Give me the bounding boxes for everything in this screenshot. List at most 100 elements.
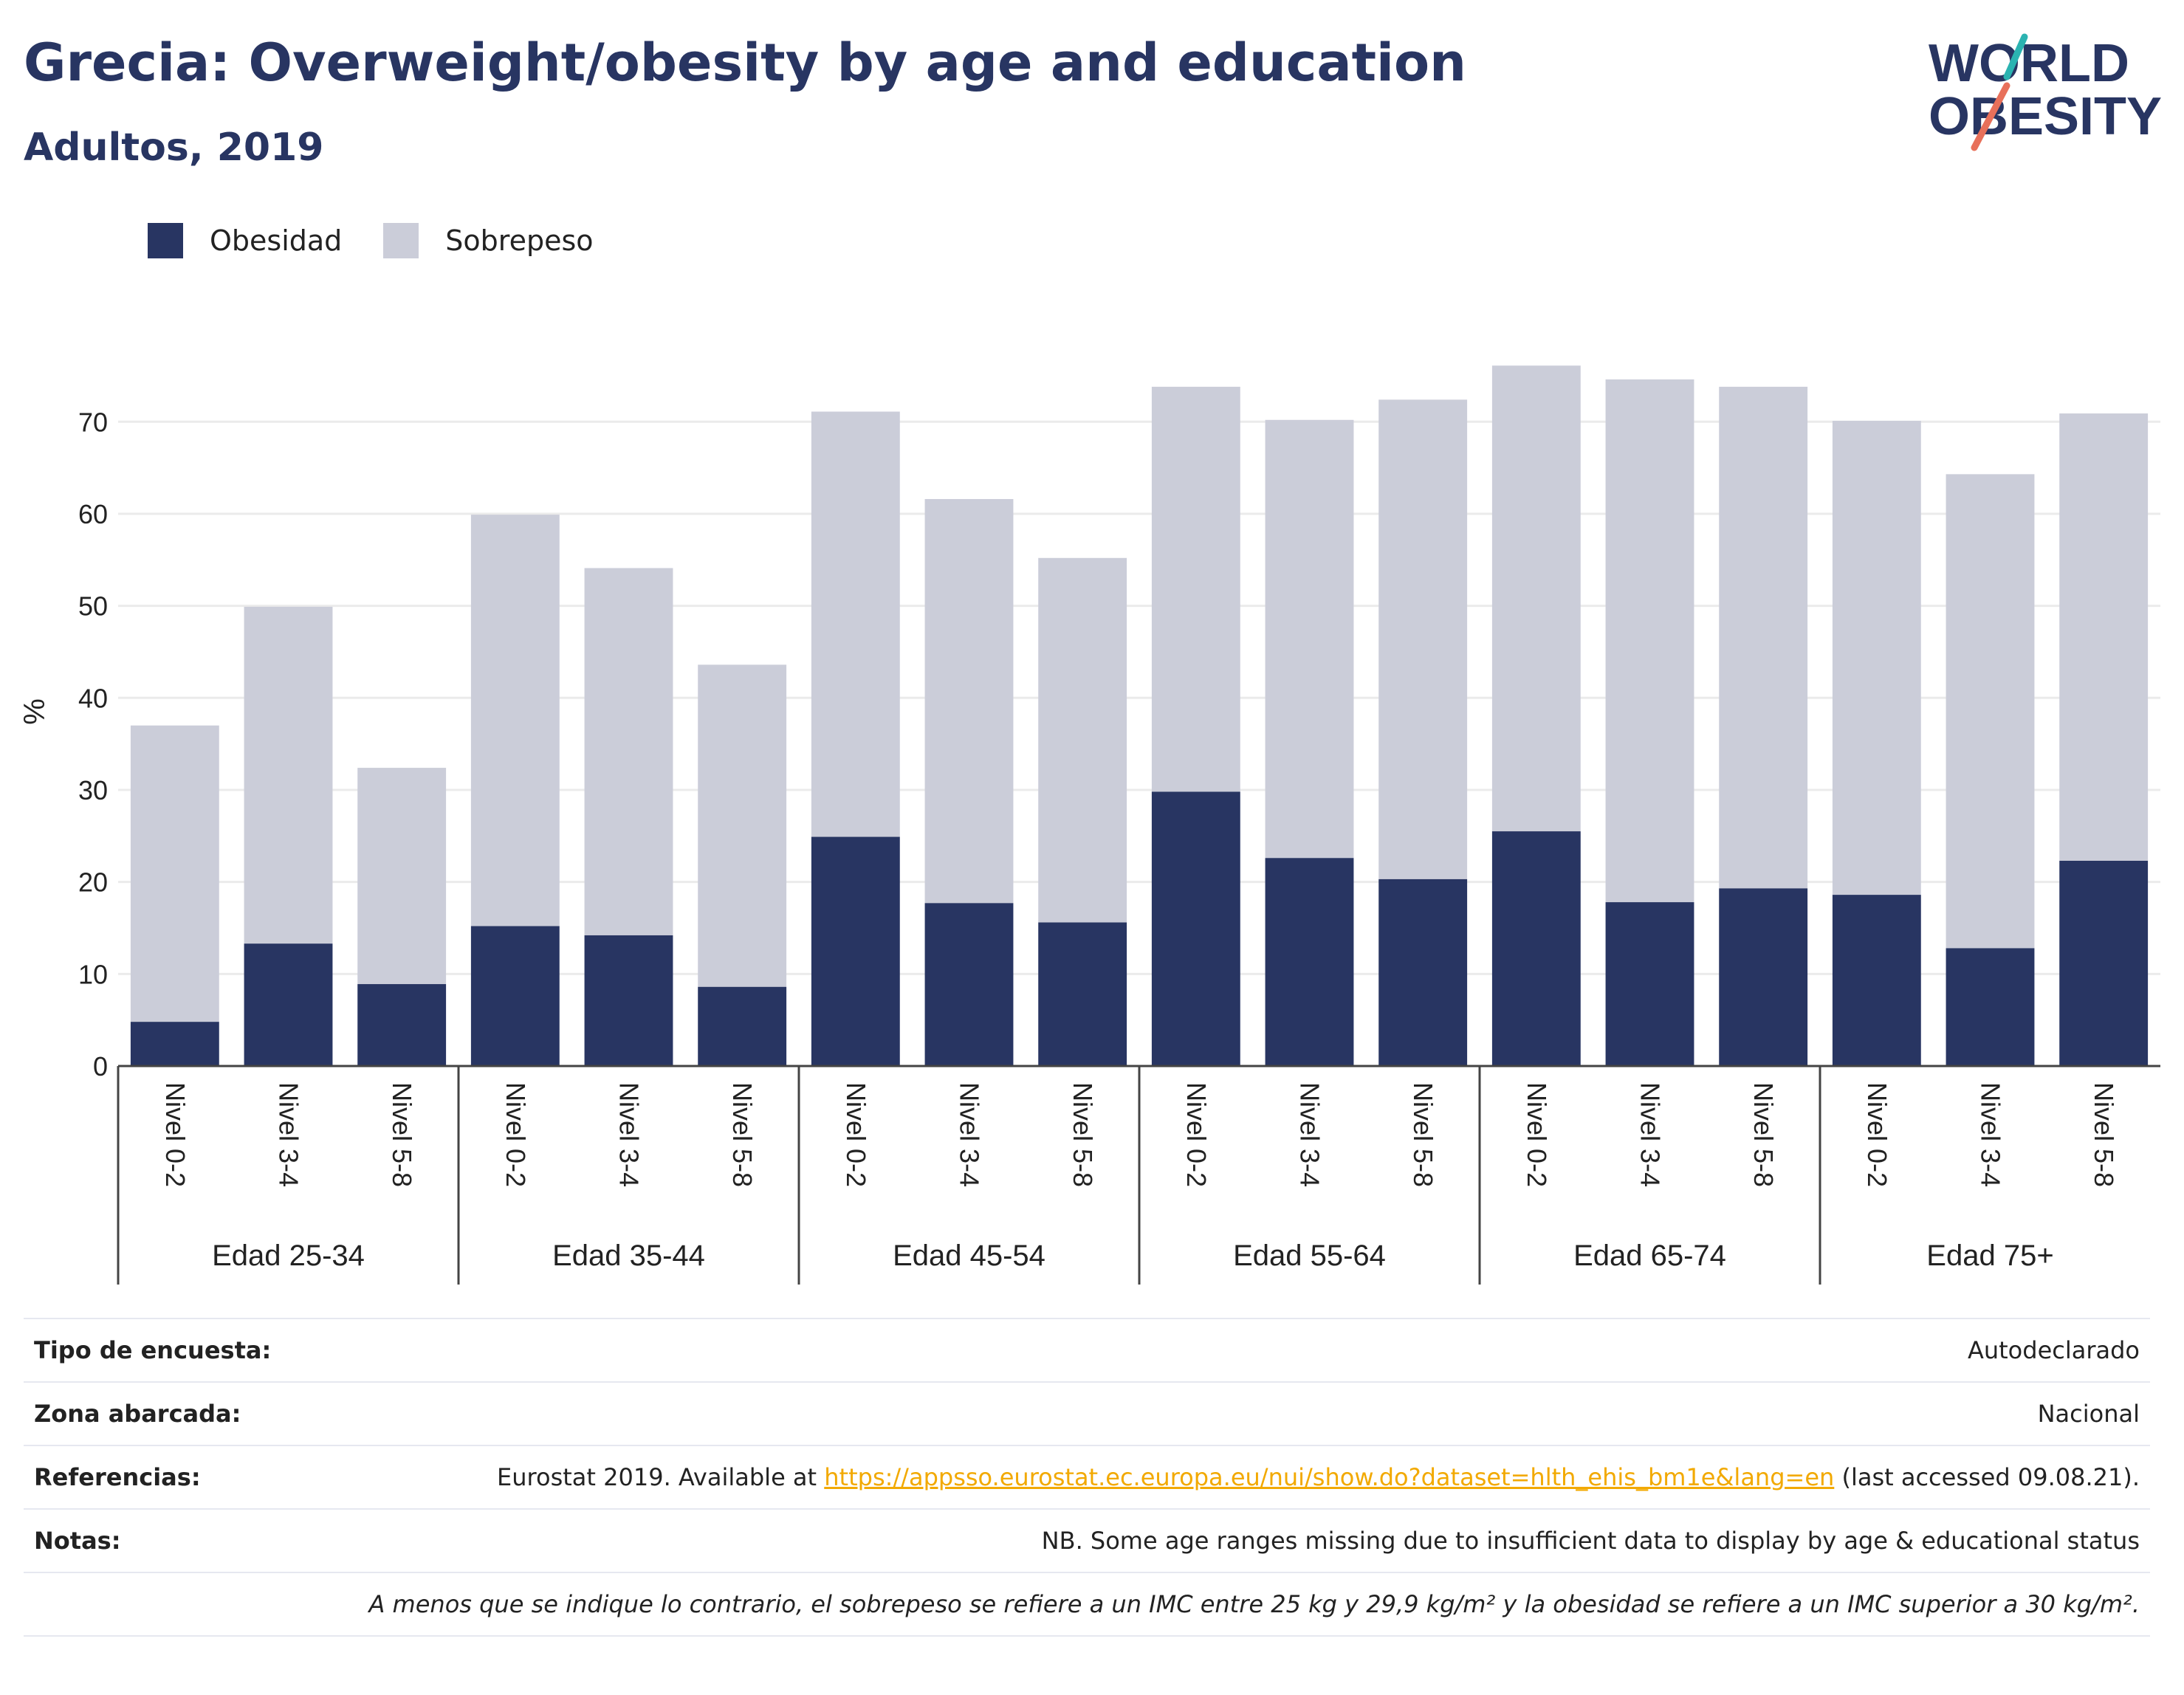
x-tick-label: Nivel 0-2 (1862, 1082, 1892, 1187)
x-tick-label: Nivel 3-4 (955, 1082, 985, 1187)
y-tick-label: 60 (78, 499, 108, 529)
bar-sobrepeso (1378, 399, 1468, 879)
bar-sobrepeso (470, 515, 560, 926)
x-group-label: Edad 75+ (1926, 1240, 2053, 1272)
x-tick-label: Nivel 5-8 (387, 1082, 417, 1187)
page-title: Grecia: Overweight/obesity by age and ed… (24, 32, 1466, 93)
bar-obesidad (130, 1022, 219, 1066)
x-tick-label: Nivel 0-2 (1181, 1082, 1212, 1187)
x-tick-label: Nivel 3-4 (1295, 1082, 1325, 1187)
bar-obesidad (924, 903, 1014, 1066)
stacked-bar-chart: 0 10 20 30 40 50 60 70% Nivel 0-2 Nivel 3-4 Nivel … (18, 365, 2160, 1285)
info-row-references: Referencias: Eurostat 2019. Available at… (24, 1445, 2150, 1509)
bar-sobrepeso (1265, 419, 1354, 859)
y-tick-label: 10 (78, 959, 108, 989)
x-tick-label: Nivel 5-8 (1068, 1082, 1098, 1187)
bar-obesidad (244, 943, 333, 1066)
x-group-label: Edad 45-54 (893, 1240, 1045, 1272)
bar-obesidad (357, 984, 447, 1066)
bar-obesidad (698, 986, 787, 1066)
bar-sobrepeso (1719, 386, 1808, 889)
info-key-coverage: Zona abarcada: (34, 1400, 241, 1428)
x-group-label: Edad 25-34 (212, 1240, 365, 1272)
x-tick-label: Nivel 5-8 (1748, 1082, 1779, 1187)
logo-word-obesity: OBESITY (1929, 87, 2162, 146)
logo-slash-top (2003, 33, 2028, 80)
bar-sobrepeso (698, 664, 787, 987)
bar-sobrepeso (130, 725, 219, 1022)
bar-sobrepeso (1038, 557, 1127, 923)
page-subtitle: Adultos, 2019 (24, 126, 324, 170)
x-tick-label: Nivel 3-4 (274, 1082, 304, 1187)
info-value-survey-type: Autodeclarado (1967, 1336, 2140, 1364)
bar-sobrepeso (1491, 365, 1581, 832)
bar-sobrepeso (924, 499, 1014, 904)
logo-slash-bottom (1971, 82, 2010, 151)
survey-info-table: Tipo de encuesta: Autodeclarado Zona aba… (24, 1318, 2150, 1637)
world-obesity-logo: WORLD OBESITY (1929, 33, 2162, 151)
bar-obesidad (1491, 831, 1581, 1066)
legend-swatch-obesidad (148, 223, 183, 258)
x-tick-label: Nivel 0-2 (1522, 1082, 1552, 1187)
bar-sobrepeso (357, 768, 447, 985)
bar-obesidad (1719, 888, 1808, 1066)
bar-sobrepeso (1946, 474, 2035, 949)
reference-link[interactable]: https://appsso.eurostat.ec.europa.eu/nui… (824, 1463, 1835, 1491)
info-row-survey-type: Tipo de encuesta: Autodeclarado (24, 1318, 2150, 1382)
legend-label-sobrepeso: Sobrepeso (445, 224, 594, 257)
x-group-label: Edad 35-44 (552, 1240, 705, 1272)
reference-text: Eurostat 2019. Available at (497, 1463, 825, 1491)
x-tick-label: Nivel 5-8 (727, 1082, 758, 1187)
bar-obesidad (2059, 860, 2149, 1066)
bar-obesidad (1605, 902, 1694, 1066)
x-tick-label: Nivel 0-2 (841, 1082, 871, 1187)
reference-accessed: (last accessed 09.08.21). (1834, 1463, 2140, 1491)
info-key-references: Referencias: (34, 1463, 201, 1491)
bar-sobrepeso (1832, 421, 1921, 895)
bar-obesidad (470, 926, 560, 1066)
disclaimer-text: A menos que se indique lo contrario, el … (368, 1590, 2140, 1618)
bar-obesidad (1265, 858, 1354, 1066)
bar-sobrepeso (2059, 413, 2149, 861)
y-axis-label: % (18, 698, 51, 725)
x-tick-label: Nivel 3-4 (1976, 1082, 2006, 1187)
bar-obesidad (584, 935, 673, 1066)
bar-obesidad (1378, 879, 1468, 1066)
legend-label-obesidad: Obesidad (210, 224, 343, 257)
bar-obesidad (1038, 922, 1127, 1066)
bar-sobrepeso (1151, 386, 1240, 792)
legend-swatch-sobrepeso (383, 223, 419, 258)
x-tick-label: Nivel 5-8 (1408, 1082, 1438, 1187)
bar-obesidad (1151, 791, 1240, 1066)
info-key-survey-type: Tipo de encuesta: (34, 1336, 272, 1364)
logo-word-world: WORLD (1929, 34, 2129, 93)
x-tick-label: Nivel 0-2 (501, 1082, 531, 1187)
info-value-references: Eurostat 2019. Available at https://apps… (458, 1445, 2150, 1509)
bar-sobrepeso (584, 568, 673, 935)
chart-legend: Obesidad Sobrepeso (148, 219, 635, 263)
legend-item-sobrepeso[interactable]: Sobrepeso (383, 223, 594, 258)
bar-sobrepeso (1605, 379, 1694, 903)
bar-sobrepeso (811, 411, 900, 837)
bar-obesidad (1946, 948, 2035, 1066)
x-tick-label: Nivel 5-8 (2089, 1082, 2119, 1187)
info-value-notes: NB. Some age ranges missing due to insuf… (1041, 1527, 2140, 1555)
y-tick-label: 40 (78, 683, 108, 713)
x-tick-label: Nivel 3-4 (614, 1082, 645, 1187)
y-tick-label: 70 (78, 407, 108, 437)
y-tick-label: 30 (78, 775, 108, 805)
legend-item-obesidad[interactable]: Obesidad (148, 223, 342, 258)
y-tick-label: 50 (78, 591, 108, 622)
bar-obesidad (1832, 895, 1921, 1066)
info-value-coverage: Nacional (2037, 1400, 2140, 1428)
info-row-notes: Notas: NB. Some age ranges missing due t… (24, 1509, 2150, 1572)
x-group-label: Edad 65-74 (1573, 1240, 1726, 1272)
bar-sobrepeso (244, 606, 333, 944)
info-row-coverage: Zona abarcada: Nacional (24, 1382, 2150, 1445)
x-tick-label: Nivel 3-4 (1635, 1082, 1666, 1187)
x-group-label: Edad 55-64 (1233, 1240, 1386, 1272)
y-tick-label: 0 (93, 1051, 108, 1082)
y-tick-label: 20 (78, 867, 108, 898)
x-tick-label: Nivel 0-2 (160, 1082, 190, 1187)
bar-obesidad (811, 836, 900, 1066)
